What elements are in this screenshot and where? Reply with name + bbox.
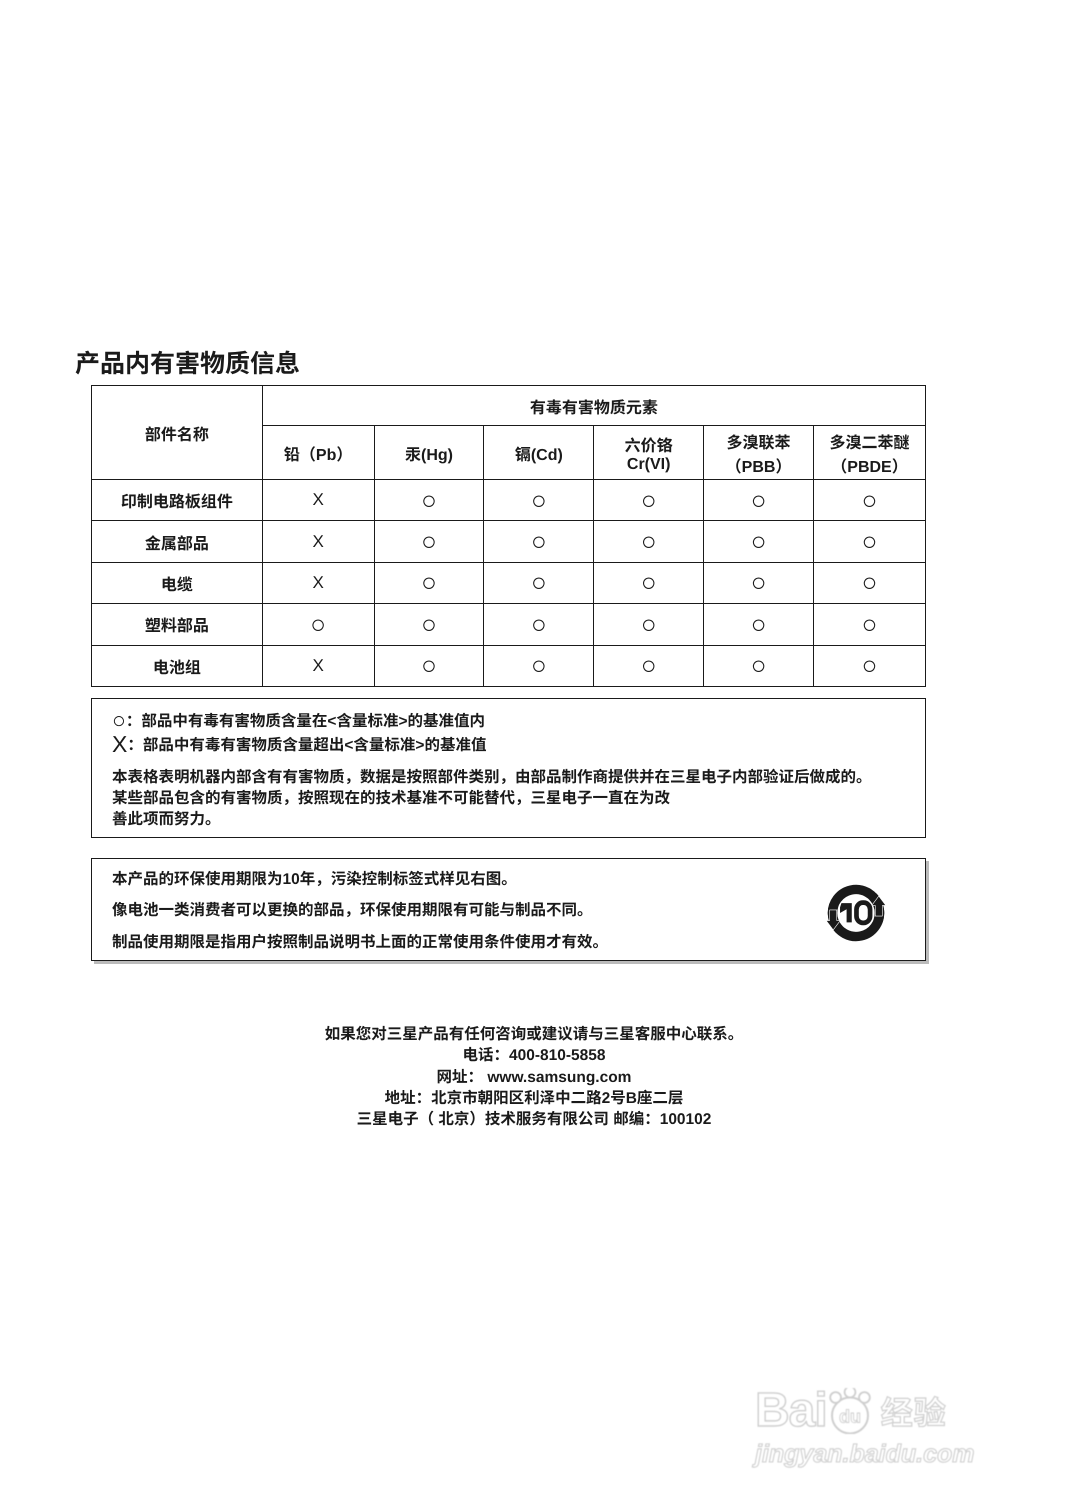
svg-text:du: du <box>839 1407 861 1427</box>
